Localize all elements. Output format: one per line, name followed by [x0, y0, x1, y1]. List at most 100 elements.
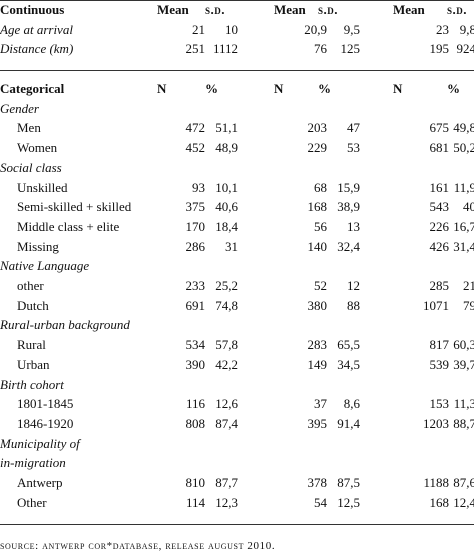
cell-value: 203 [307, 120, 328, 136]
group-label: Gender [0, 100, 39, 116]
cell-value: 149 [307, 356, 328, 372]
cell-value: 52 [314, 278, 327, 293]
row-label: Antwerp [17, 475, 63, 490]
cell-value: 65,5 [337, 337, 360, 353]
column-header: N [393, 81, 403, 96]
cell-value: 47 [347, 120, 360, 136]
column-header: s.d. [205, 2, 226, 17]
cell-value: 40,6 [215, 199, 238, 215]
cell-value: 57,8 [215, 337, 238, 353]
row-label: 1846-1920 [17, 415, 74, 431]
cell-value: 12,6 [215, 396, 238, 412]
cell-value: 153 [429, 396, 450, 412]
cell-value: 452 [185, 140, 206, 156]
cell-value: 13 [347, 218, 360, 234]
row-label: Rural [17, 337, 46, 353]
cell-value: 88 [347, 297, 360, 313]
cell-value: 286 [185, 238, 206, 254]
cell-value: 534 [185, 337, 206, 353]
cell-value: 21 [463, 278, 474, 293]
cell-value: 31 [225, 238, 238, 254]
cell-value: 924 [456, 41, 474, 57]
cell-value: 426 [429, 238, 450, 254]
cell-value: 1112 [212, 41, 238, 57]
cell-value: 114 [185, 494, 205, 510]
section-header: Continuous [0, 2, 65, 17]
row-label: Urban [17, 356, 50, 372]
cell-value: 12,4 [453, 494, 474, 510]
cell-value: 56 [314, 218, 327, 234]
cell-value: 38,9 [337, 199, 360, 215]
cell-value: 87,5 [337, 475, 360, 490]
cell-value: 23 [436, 21, 449, 37]
cell-value: 251 [185, 41, 206, 57]
group-label: Municipality of [0, 435, 80, 451]
cell-value: 68 [314, 179, 327, 195]
cell-value: 76 [314, 41, 327, 57]
cell-value: 233 [185, 278, 206, 293]
cell-value: 39,7 [453, 356, 474, 372]
cell-value: 40 [463, 199, 474, 215]
cell-value: 681 [429, 140, 450, 156]
group-label: Native Language [0, 258, 90, 274]
cell-value: 18,4 [215, 218, 238, 234]
cell-value: 53 [347, 140, 360, 156]
cell-value: 10 [225, 21, 238, 37]
cell-value: 116 [185, 396, 205, 412]
cell-value: 20,9 [304, 21, 327, 37]
cell-value: 37 [314, 396, 327, 412]
column-header: s.d. [447, 2, 468, 17]
row-label: Dutch [17, 297, 49, 313]
cell-value: 87,4 [215, 415, 238, 431]
cell-value: 48,9 [215, 140, 238, 156]
cell-value: 543 [429, 199, 450, 215]
column-header: Mean [157, 2, 189, 17]
cell-value: 9,5 [343, 21, 360, 37]
cell-value: 11,3 [453, 396, 474, 412]
cell-value: 32,4 [337, 238, 360, 254]
cell-value: 12,3 [215, 494, 238, 510]
cell-value: 168 [429, 494, 450, 510]
cell-value: 675 [429, 120, 450, 136]
cell-value: 283 [307, 337, 328, 353]
cell-value: 87,6 [453, 475, 474, 490]
cell-value: 1071 [423, 297, 449, 313]
cell-value: 51,1 [215, 120, 238, 136]
column-header: % [318, 81, 332, 96]
row-label: 1801-1845 [17, 396, 74, 412]
row-label: Women [17, 140, 58, 156]
cell-value: 380 [307, 297, 328, 313]
column-header: s.d. [318, 2, 339, 17]
cell-value: 285 [429, 278, 450, 293]
cell-value: 10,1 [215, 179, 238, 195]
cell-value: 79 [463, 297, 474, 313]
cell-value: 54 [314, 494, 327, 510]
cell-value: 229 [307, 140, 328, 156]
source-note: source: antwerp cor*database, release au… [0, 540, 276, 552]
cell-value: 168 [307, 199, 328, 215]
cell-value: 226 [429, 218, 450, 234]
cell-value: 49,8 [453, 120, 474, 136]
top-rule [0, 0, 474, 1]
cell-value: 390 [185, 356, 206, 372]
cell-value: 810 [185, 475, 206, 490]
cell-value: 42,2 [215, 356, 238, 372]
cell-value: 93 [192, 179, 205, 195]
cell-value: 1188 [423, 475, 449, 490]
group-label: Rural-urban background [0, 317, 130, 333]
cell-value: 8,6 [343, 396, 360, 412]
cell-value: 12,5 [337, 494, 360, 510]
cell-value: 11,9 [453, 179, 474, 195]
cell-value: 375 [185, 199, 206, 215]
row-label: Men [17, 120, 41, 136]
row-label: Middle class + elite [17, 218, 120, 234]
cell-value: 91,4 [337, 415, 360, 431]
group-label: in-migration [0, 455, 66, 471]
row-label: Age at arrival [0, 21, 73, 37]
row-label: Unskilled [17, 179, 68, 195]
column-header: Mean [393, 2, 425, 17]
cell-value: 808 [185, 415, 206, 431]
cell-value: 161 [429, 179, 450, 195]
row-label: Distance (km) [0, 41, 74, 57]
cell-value: 21 [192, 21, 205, 37]
